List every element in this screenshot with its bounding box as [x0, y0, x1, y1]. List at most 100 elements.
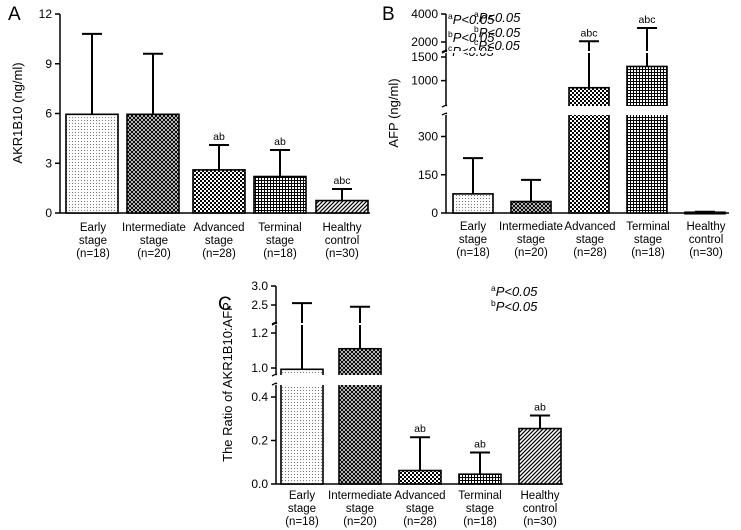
category-label: stage [576, 234, 604, 246]
category-label: control [689, 234, 724, 246]
axis-break-icon [441, 50, 448, 54]
y-tick-label: 0.0 [251, 477, 268, 491]
category-label: stage [266, 235, 294, 247]
significance-label: ab [213, 131, 225, 143]
annotation-text: P<0.05 [479, 10, 521, 25]
p-value-annotation: cP<0.05 [474, 37, 521, 53]
axis-break-icon [440, 106, 729, 115]
category-label: (n=18) [285, 516, 319, 528]
category-label: control [523, 503, 558, 515]
category-label: (n=20) [137, 248, 171, 260]
bar-early [280, 368, 324, 485]
bar-advanced [192, 169, 246, 214]
significance-label: ab [534, 401, 546, 413]
category-label: Advanced [193, 222, 244, 234]
y-tick-label: 0 [45, 206, 52, 220]
y-tick-label: 0.2 [251, 434, 268, 448]
y-tick-label: 0.4 [251, 390, 268, 404]
category-label: stage [140, 235, 168, 247]
significance-label: abc [334, 175, 351, 187]
axis-break-icon [441, 104, 448, 108]
category-label: Early [80, 222, 106, 234]
p-value-annotation: bP<0.05 [474, 24, 521, 40]
y-tick-label: 3 [45, 156, 52, 170]
y-tick-label: 9 [45, 57, 52, 71]
axis-break-icon [270, 375, 563, 385]
category-label: stage [205, 235, 233, 247]
y-tick-label: 150 [418, 168, 438, 182]
y-tick-label: 4000 [411, 7, 438, 21]
significance-label: abc [581, 27, 598, 39]
y-tick-label: 2.5 [251, 298, 268, 312]
p-value-annotation: aP<0.05 [448, 11, 495, 27]
y-tick-label: 1500 [411, 50, 438, 64]
bar-healthy [518, 427, 562, 485]
p-value-annotation: bP<0.05 [491, 298, 538, 314]
category-label: Intermediate [122, 222, 186, 234]
category-label: (n=30) [523, 516, 557, 528]
axis-break-icon [271, 382, 278, 386]
category-label: (n=18) [631, 247, 665, 259]
category-label: control [325, 235, 360, 247]
y-tick-label: 1000 [411, 74, 438, 88]
axis-break-icon [271, 322, 278, 326]
y-tick-label: 2000 [411, 35, 438, 49]
panel-label: A [8, 4, 21, 25]
significance-label: ab [414, 423, 426, 435]
axis-break-icon [271, 373, 278, 377]
category-label: stage [634, 234, 662, 246]
y-tick-label: 3.0 [251, 279, 268, 293]
category-label: (n=28) [573, 247, 607, 259]
annotation-superscript: b [474, 24, 479, 34]
bar-terminal [458, 473, 502, 485]
p-value-annotation: aP<0.05 [491, 283, 538, 299]
category-label: stage [466, 503, 494, 515]
category-label: Healthy [323, 222, 362, 234]
category-label: (n=30) [689, 247, 723, 259]
bar-healthy [315, 199, 369, 214]
bar-terminal [253, 175, 307, 214]
category-label: Terminal [258, 222, 301, 234]
y-axis-label: The Ratio of AKR1B10:AFP [220, 302, 235, 462]
category-label: Healthy [687, 221, 726, 233]
category-label: Intermediate [499, 221, 563, 233]
annotation-text: P<0.05 [479, 25, 521, 40]
category-label: Advanced [564, 221, 615, 233]
category-label: (n=30) [325, 248, 359, 260]
annotation-superscript: a [474, 9, 479, 19]
annotation-text: P<0.05 [453, 12, 495, 27]
y-tick-label: 0 [431, 206, 438, 220]
category-label: stage [79, 235, 107, 247]
category-label: Terminal [458, 490, 501, 502]
category-label: stage [459, 234, 487, 246]
axis-break-icon [270, 323, 563, 325]
bar-intermediate [338, 347, 382, 485]
p-value-annotation: aP<0.05 [474, 9, 521, 25]
annotation-text: P<0.05 [496, 299, 538, 314]
y-tick-label: 6 [45, 107, 52, 121]
category-label: (n=18) [456, 247, 490, 259]
axis-break-icon [440, 51, 729, 53]
category-label: stage [346, 503, 374, 515]
category-label: (n=20) [514, 247, 548, 259]
significance-label: ab [274, 136, 286, 148]
y-tick-label: 1.2 [251, 326, 268, 340]
panel-label: B [382, 4, 395, 25]
annotation-text: P<0.05 [478, 38, 520, 53]
bar-early [65, 113, 119, 214]
annotation-superscript: a [491, 283, 496, 293]
category-label: (n=28) [403, 516, 437, 528]
category-label: Early [460, 221, 486, 233]
annotation-superscript: b [448, 29, 453, 39]
y-tick-label: 1.0 [251, 361, 268, 375]
bar-terminal [626, 65, 668, 214]
annotation-superscript: c [448, 43, 453, 53]
bar-advanced [398, 469, 442, 485]
significance-label: abc [639, 14, 656, 26]
category-label: (n=28) [202, 248, 236, 260]
category-label: stage [288, 503, 316, 515]
